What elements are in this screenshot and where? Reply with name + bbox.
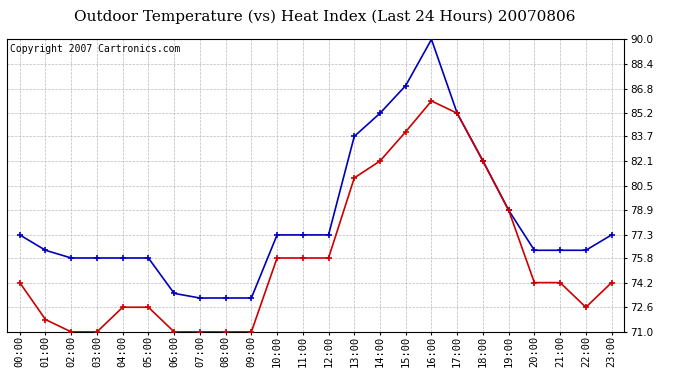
Text: Copyright 2007 Cartronics.com: Copyright 2007 Cartronics.com: [10, 44, 180, 54]
Text: Outdoor Temperature (vs) Heat Index (Last 24 Hours) 20070806: Outdoor Temperature (vs) Heat Index (Las…: [74, 9, 575, 24]
